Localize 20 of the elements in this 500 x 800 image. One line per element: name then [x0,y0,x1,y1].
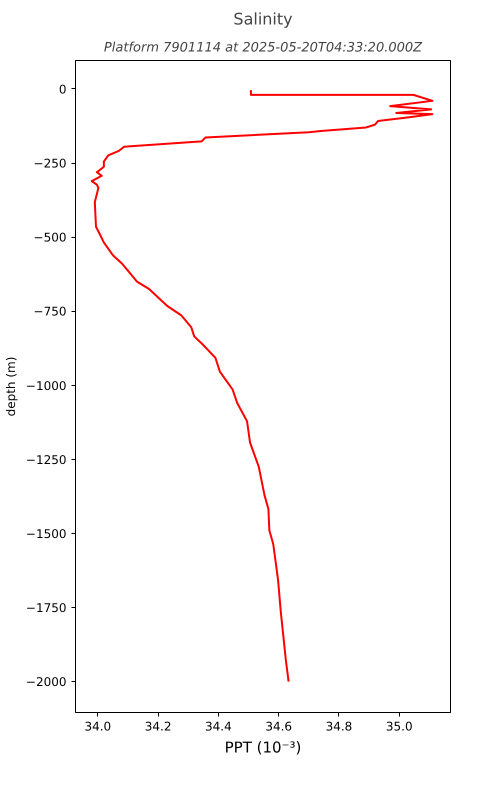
y-tick-label: −500 [34,230,67,245]
y-tick-label: −1750 [26,601,66,616]
y-tick-label: −2000 [26,675,66,690]
y-tick-label: 0 [58,82,67,96]
line-series [90,89,434,683]
x-tick-label: 35.0 [386,720,413,734]
x-axis-title: PPT (10⁻³) [224,738,302,756]
x-tick-label: 34.8 [326,720,352,734]
y-tick-label: −1500 [26,526,66,541]
x-tick-label: 34.6 [265,720,292,734]
x-tick-label: 34.0 [84,720,112,734]
y-tick-label: −250 [34,156,67,171]
y-tick-label: −750 [34,304,67,319]
y-axis-title: depth (m) [4,356,18,416]
x-tick-label: 34.4 [205,720,232,734]
y-tick-label: −1000 [26,378,66,393]
chart-subtitle: Platform 7901114 at 2025-05-20T04:33:20.000Z [104,40,424,56]
chart-title: Salinity [233,10,293,28]
x-tick-label: 34.2 [144,720,172,734]
y-tick-label: −1250 [26,452,66,467]
